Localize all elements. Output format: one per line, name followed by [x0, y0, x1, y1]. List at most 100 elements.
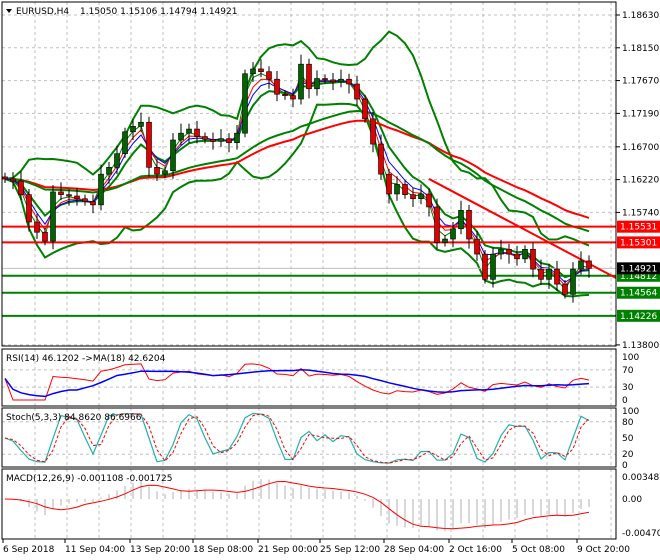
candle[interactable]: [338, 78, 344, 83]
candle[interactable]: [442, 238, 448, 243]
candle[interactable]: [282, 93, 288, 96]
bollinger-lower: [4, 102, 590, 298]
candle[interactable]: [522, 248, 528, 260]
candle[interactable]: [378, 143, 384, 175]
candle[interactable]: [402, 184, 408, 195]
candle[interactable]: [146, 121, 152, 168]
current-price-label: 1.14921: [620, 264, 657, 274]
candle[interactable]: [562, 283, 568, 295]
panel-frame: [1, 1, 617, 347]
time-tick-label: 11 Sep 04:00: [65, 545, 125, 555]
level-tag-label: 1.14812: [620, 272, 657, 282]
candle[interactable]: [194, 128, 200, 137]
candle[interactable]: [418, 193, 424, 200]
stoch-panel[interactable]: [2, 412, 616, 464]
level-tag: [617, 220, 660, 233]
level-tag: [617, 309, 660, 322]
macd-panel[interactable]: [4, 478, 590, 532]
candle[interactable]: [82, 198, 88, 202]
candle[interactable]: [306, 63, 312, 90]
candle[interactable]: [274, 78, 280, 95]
candle[interactable]: [50, 191, 56, 242]
candle[interactable]: [346, 78, 352, 85]
candle[interactable]: [178, 132, 184, 141]
candle[interactable]: [386, 173, 392, 195]
candle[interactable]: [106, 167, 112, 175]
grid: [2, 2, 616, 539]
dropdown-triangle-icon[interactable]: [6, 9, 12, 13]
candle[interactable]: [394, 184, 400, 195]
candle[interactable]: [506, 248, 512, 255]
candle[interactable]: [410, 194, 416, 200]
time-tick-label: 6 Sep 2018: [3, 545, 55, 555]
candle[interactable]: [298, 63, 304, 100]
trendline[interactable]: [428, 178, 617, 279]
rsi-tick-label: 30: [622, 383, 634, 393]
time-tick-label: 9 Oct 20:00: [577, 545, 630, 555]
candle[interactable]: [130, 126, 136, 133]
candle[interactable]: [362, 98, 368, 120]
candle[interactable]: [426, 193, 432, 208]
stoch-signal-line: [4, 413, 590, 464]
candle[interactable]: [66, 194, 72, 197]
candle[interactable]: [154, 167, 160, 175]
candle[interactable]: [186, 128, 192, 134]
candle[interactable]: [570, 268, 576, 295]
candle[interactable]: [226, 138, 232, 144]
candle[interactable]: [18, 180, 24, 195]
candle[interactable]: [466, 210, 472, 240]
candle[interactable]: [330, 79, 336, 83]
candle[interactable]: [34, 221, 40, 233]
candle[interactable]: [290, 95, 296, 100]
candle[interactable]: [498, 248, 504, 255]
candle[interactable]: [490, 253, 496, 280]
macd-tick-label: -0.004707: [622, 529, 660, 539]
candle[interactable]: [210, 139, 216, 142]
price-tick-label: 1.17190: [622, 109, 659, 119]
candle[interactable]: [202, 136, 208, 140]
candle[interactable]: [458, 210, 464, 230]
price-tick-label: 1.13800: [622, 341, 659, 351]
candle[interactable]: [58, 191, 64, 195]
candle[interactable]: [314, 78, 320, 90]
candle[interactable]: [74, 195, 80, 200]
stoch-main-line: [4, 412, 590, 464]
candle[interactable]: [250, 68, 256, 75]
candle[interactable]: [354, 83, 360, 100]
candle[interactable]: [474, 238, 480, 255]
candle[interactable]: [234, 132, 240, 144]
candle[interactable]: [266, 71, 272, 80]
candle[interactable]: [554, 268, 560, 285]
candle[interactable]: [450, 228, 456, 240]
candle[interactable]: [434, 206, 440, 243]
candle[interactable]: [162, 170, 168, 175]
candle[interactable]: [514, 253, 520, 260]
candle[interactable]: [482, 253, 488, 280]
candle[interactable]: [10, 178, 16, 182]
candle[interactable]: [98, 173, 104, 206]
chart-header: EURUSD,H4 1.15050 1.15106 1.14794 1.1492…: [6, 7, 237, 17]
candle[interactable]: [530, 248, 536, 270]
candle[interactable]: [538, 268, 544, 280]
candle[interactable]: [2, 176, 8, 180]
candle[interactable]: [90, 201, 96, 206]
price-tick-label: 1.15740: [622, 208, 659, 218]
candle[interactable]: [546, 268, 552, 280]
candle[interactable]: [218, 138, 224, 142]
candle[interactable]: [258, 68, 264, 72]
candle[interactable]: [170, 139, 176, 172]
candle[interactable]: [578, 260, 584, 270]
candle[interactable]: [122, 131, 128, 154]
price-panel[interactable]: [2, 30, 617, 317]
candle[interactable]: [586, 260, 592, 269]
candle[interactable]: [114, 153, 120, 168]
rsi-panel[interactable]: [2, 363, 616, 401]
ohlc-values: 1.15050 1.15106 1.14794 1.14921: [80, 7, 237, 17]
candle[interactable]: [138, 121, 144, 127]
candle[interactable]: [242, 73, 248, 134]
candle[interactable]: [26, 194, 32, 223]
candle[interactable]: [322, 78, 328, 81]
candle[interactable]: [42, 231, 48, 242]
candle[interactable]: [370, 118, 376, 145]
